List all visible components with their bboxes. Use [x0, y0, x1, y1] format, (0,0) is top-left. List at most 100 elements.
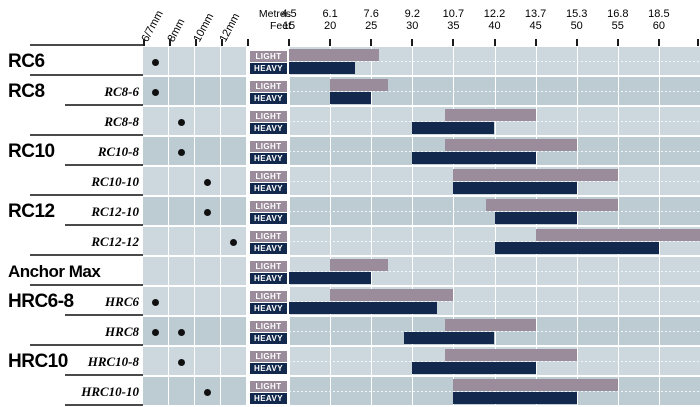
- diameter-cell-10mm: [195, 47, 221, 77]
- gridline: [330, 137, 332, 167]
- gridline: [535, 257, 537, 287]
- gridline: [535, 287, 537, 317]
- chart-row: RC12 RC12-10 LIGHT HEAVY: [0, 194, 700, 227]
- diameter-cell-8mm: [169, 47, 195, 77]
- tick-mark-25ft: [370, 39, 373, 46]
- diameter-cell-10mm: [195, 167, 221, 197]
- gridline: [658, 347, 660, 377]
- light-chip: LIGHT: [250, 80, 287, 92]
- gridline: [330, 107, 332, 137]
- model-label: HRC10-10: [81, 384, 139, 399]
- row-label-cell: HRC10 HRC10-8: [0, 344, 143, 377]
- gridline: [412, 197, 414, 227]
- light-chip: LIGHT: [250, 290, 287, 302]
- row-label-cell: RC6: [0, 44, 143, 77]
- tick-mark-55ft: [616, 39, 619, 46]
- light-chip: LIGHT: [250, 320, 287, 332]
- gridline: [535, 317, 537, 347]
- gridline: [453, 77, 455, 107]
- gridline: [576, 167, 578, 197]
- gridline: [330, 167, 332, 197]
- row-divider: [143, 285, 700, 287]
- row-divider: [143, 225, 700, 227]
- gridline: [658, 167, 660, 197]
- gridline: [576, 317, 578, 347]
- heavy-chip: HEAVY: [250, 362, 287, 374]
- gridline: [535, 347, 537, 377]
- heavy-chip: HEAVY: [250, 92, 287, 104]
- row-label-cell: RC8-8: [0, 107, 143, 137]
- tick-label-20ft: 6.1 20: [313, 8, 347, 32]
- row-midline: [289, 61, 700, 62]
- gridline: [576, 197, 578, 227]
- chart-row: RC6 LIGHT HEAVY: [0, 44, 700, 77]
- row-label-cell: RC12-12: [0, 227, 143, 257]
- gridline: [535, 107, 537, 137]
- tick-mark-15ft: [288, 39, 290, 46]
- gridline: [494, 47, 496, 77]
- tick-label-40ft: 12.2 40: [478, 8, 512, 32]
- diameter-cell-12mm: [221, 77, 247, 107]
- diameter-cell-8mm: [169, 377, 195, 407]
- gridline: [330, 227, 332, 257]
- heavy-band: [289, 272, 372, 284]
- series-legend-cell: LIGHT HEAVY: [247, 167, 289, 197]
- diameter-cell-12mm: [221, 197, 247, 227]
- row-midline: [289, 151, 700, 152]
- group-label: RC6: [8, 51, 45, 72]
- row-divider: [143, 75, 700, 77]
- gridline: [658, 257, 660, 287]
- tick-mark-end: [697, 39, 699, 46]
- light-chip: LIGHT: [250, 260, 287, 272]
- gridline: [371, 47, 373, 77]
- group-separator: [30, 284, 143, 286]
- gridline: [412, 77, 414, 107]
- diameter-cell-12mm: [221, 107, 247, 137]
- diameter-cells: [143, 287, 247, 317]
- chart-row: RC10-10 LIGHT HEAVY: [0, 167, 700, 197]
- diameter-cells: [143, 137, 247, 167]
- diameter-cells: [143, 77, 247, 107]
- heavy-chip: HEAVY: [250, 152, 287, 164]
- row-scale-area: [289, 107, 700, 137]
- diameter-tick-3: [221, 39, 223, 46]
- diameter-cell-10mm: [195, 77, 221, 107]
- gridline: [576, 47, 578, 77]
- gridline: [658, 317, 660, 347]
- group-label: RC10: [8, 141, 55, 162]
- feet-unit-label: Feet: [269, 20, 291, 32]
- row-scale-area: [289, 227, 700, 257]
- diameter-cell-12mm: [221, 47, 247, 77]
- metres-unit-label: Metres: [258, 8, 291, 20]
- model-label: HRC10-8: [87, 354, 139, 369]
- gridline: [371, 347, 373, 377]
- tick-feet: 20: [323, 20, 337, 32]
- diameter-cell-8mm: [169, 197, 195, 227]
- label-underline: [65, 404, 143, 406]
- tick-feet: 25: [365, 20, 378, 32]
- heavy-band: [494, 242, 659, 254]
- diameter-cell-10mm: [195, 257, 221, 287]
- row-label-cell: RC8 RC8-6: [0, 74, 143, 107]
- heavy-band: [289, 302, 437, 314]
- label-underline: [65, 164, 143, 166]
- gridline: [617, 257, 619, 287]
- gridline: [617, 77, 619, 107]
- label-underline: [65, 224, 143, 226]
- series-legend-cell: LIGHT HEAVY: [247, 137, 289, 167]
- group-separator: [30, 74, 143, 76]
- diameter-cell-12mm: [221, 167, 247, 197]
- gridline: [371, 77, 373, 107]
- gridline: [453, 257, 455, 287]
- row-midline: [289, 211, 700, 212]
- gridline: [576, 287, 578, 317]
- gridline: [535, 137, 537, 167]
- row-scale-area: [289, 47, 700, 77]
- chart-rows: RC6 LIGHT HEAVY RC8 RC8-6 LIGHT HEAVY RC8-8 LIGH…: [0, 44, 700, 407]
- row-scale-area: [289, 347, 700, 377]
- light-band: [453, 379, 618, 391]
- series-legend-cell: LIGHT HEAVY: [247, 347, 289, 377]
- gridline: [494, 317, 496, 347]
- tick-label-35ft: 10.7 35: [436, 8, 470, 32]
- row-scale-area: [289, 287, 700, 317]
